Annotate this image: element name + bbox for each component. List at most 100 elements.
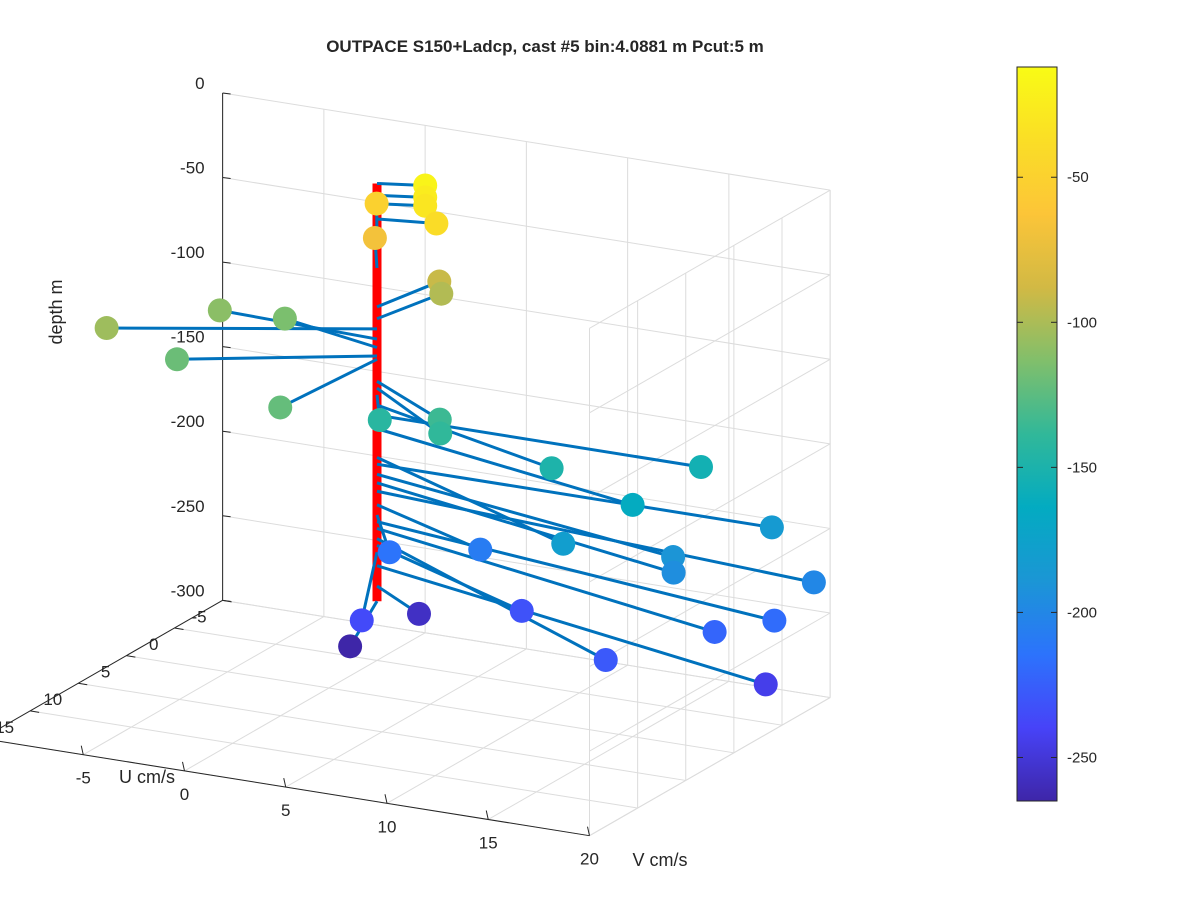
u-tick-mark <box>30 710 40 713</box>
data-point <box>407 601 431 626</box>
y-axis-label: U cm/s <box>119 767 175 787</box>
data-point <box>801 570 826 595</box>
grid-line <box>78 682 686 781</box>
v-tick-label: -5 <box>76 769 91 788</box>
velocity-vector <box>176 354 378 361</box>
data-point <box>364 191 389 216</box>
velocity-vector <box>376 403 553 470</box>
z-tick-label: -300 <box>171 581 205 600</box>
z-tick-label: -150 <box>171 328 205 347</box>
grid-line <box>126 655 734 754</box>
grid-line <box>589 358 831 498</box>
colorbar-tick-label: -50 <box>1067 169 1089 186</box>
velocity-vector <box>376 564 767 686</box>
data-point <box>661 560 686 585</box>
u-tick-mark <box>78 682 88 686</box>
velocity-vector <box>376 544 523 613</box>
colorbar-tick-label: -100 <box>1067 314 1097 331</box>
z-tick-label: -200 <box>171 412 205 431</box>
grid-line <box>222 261 831 360</box>
grid-line <box>222 177 831 276</box>
grid-line <box>222 92 831 191</box>
grid-line <box>589 189 831 329</box>
velocity-vector <box>376 380 441 421</box>
data-point <box>593 647 618 672</box>
velocity-vector <box>376 527 716 634</box>
velocity-vector <box>106 326 378 331</box>
z-tick-label: -50 <box>180 159 205 178</box>
z-tick-label: 0 <box>195 74 204 93</box>
u-tick-label: -5 <box>192 607 207 626</box>
data-point <box>702 619 727 644</box>
grid-line <box>488 680 730 820</box>
u-tick-mark <box>126 655 136 658</box>
colorbar-tick-label: -250 <box>1067 749 1097 766</box>
v-tick-label: 15 <box>479 833 498 852</box>
u-tick-label: 5 <box>101 663 110 682</box>
grid-line <box>222 346 831 445</box>
z-tick-mark <box>222 346 231 349</box>
u-tick-mark <box>174 627 184 630</box>
axes-3d: 0-50-100-150-200-250-300-505101520-10-50… <box>0 74 831 869</box>
v-tick-mark <box>283 777 287 788</box>
v-tick-label: 0 <box>180 785 189 804</box>
z-tick-label: -250 <box>171 497 205 516</box>
v-tick-mark <box>587 826 590 836</box>
data-point <box>762 608 787 633</box>
u-tick-label: 0 <box>149 635 158 654</box>
velocity-vector <box>376 481 675 575</box>
velocity-vector <box>284 317 378 349</box>
grid-line <box>386 664 628 804</box>
data-point <box>362 225 387 250</box>
u-tick-mark <box>222 599 232 603</box>
grid-line <box>589 274 831 414</box>
colorbar-tick-label: -150 <box>1067 459 1097 476</box>
velocity-vector <box>279 357 378 409</box>
v-tick-mark <box>485 810 489 820</box>
velocity-vector <box>376 489 815 584</box>
grid-back-walls <box>222 92 831 837</box>
grid-line <box>589 612 831 752</box>
colorbar-tick-label: -200 <box>1067 604 1097 621</box>
z-tick-mark <box>222 515 231 518</box>
data-point <box>429 281 454 306</box>
v-tick-mark <box>182 761 185 771</box>
data-point <box>349 608 374 633</box>
velocity-vector <box>376 520 775 623</box>
data-point <box>620 492 645 517</box>
z-tick-mark <box>222 261 231 264</box>
data-point <box>509 598 534 623</box>
data-point <box>165 347 189 372</box>
data-point <box>753 672 778 697</box>
data-point <box>539 456 564 481</box>
z-tick-mark <box>222 177 231 180</box>
data-point <box>428 421 453 446</box>
grid-line <box>222 599 831 699</box>
velocity-vector <box>219 308 378 341</box>
data-point <box>377 540 402 565</box>
z-tick-mark <box>222 92 231 95</box>
axis-ticks: 0-50-100-150-200-250-300-505101520-10-50… <box>0 74 599 869</box>
grid-line <box>174 627 783 726</box>
colorbar-gradient <box>1016 66 1058 802</box>
data-point <box>551 531 576 556</box>
grid-line <box>184 632 426 772</box>
data-point <box>759 515 784 540</box>
velocity-vector <box>376 427 634 507</box>
data-point <box>468 537 493 562</box>
v-tick-mark <box>80 745 84 755</box>
grid-line <box>285 648 527 788</box>
chart-title: OUTPACE S150+Ladcp, cast #5 bin:4.0881 m… <box>326 37 764 56</box>
data-point <box>207 298 232 323</box>
grid-line <box>30 710 638 809</box>
data-point <box>689 454 713 479</box>
v-tick-mark <box>384 794 388 804</box>
grid-line <box>83 616 325 756</box>
grid-line <box>589 697 831 837</box>
data-point <box>272 306 297 331</box>
data-point <box>424 211 449 236</box>
data-point <box>367 408 392 433</box>
v-tick-label: 10 <box>378 817 397 836</box>
x-axis-label: V cm/s <box>632 850 687 870</box>
data-point <box>268 395 293 420</box>
